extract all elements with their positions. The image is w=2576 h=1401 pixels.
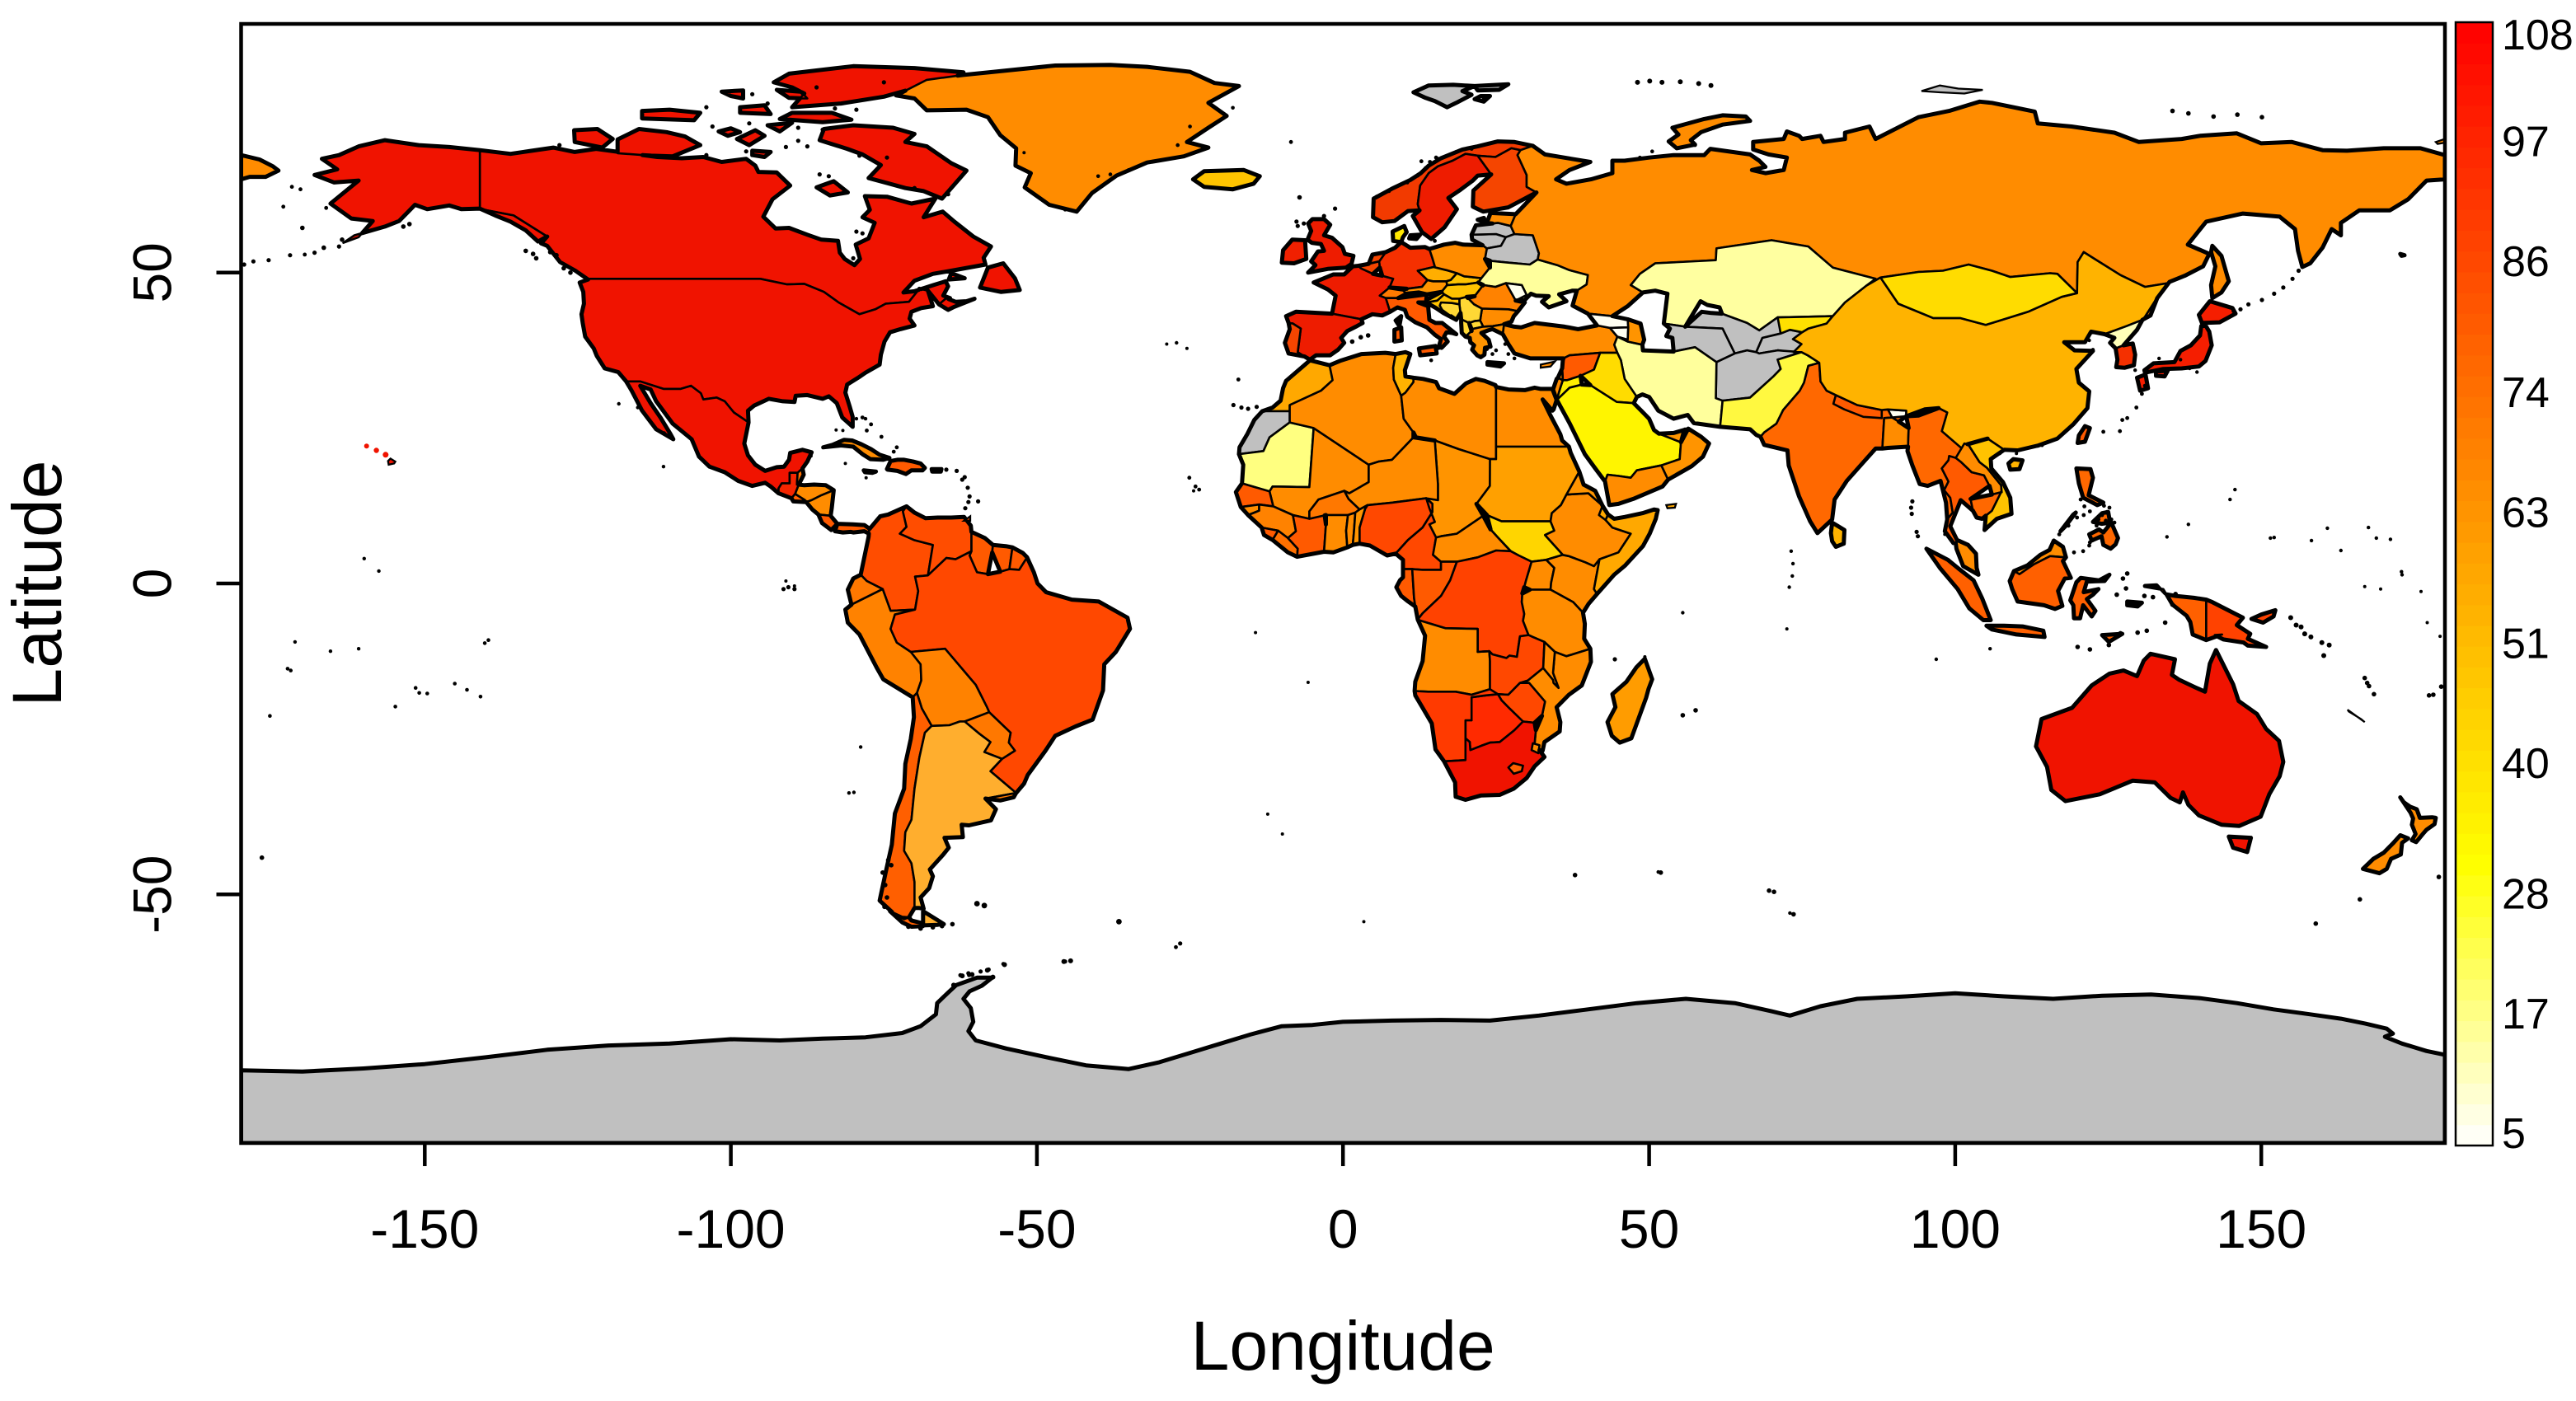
svg-text:51: 51 (2502, 620, 2550, 668)
svg-text:74: 74 (2502, 369, 2550, 417)
svg-text:100: 100 (1910, 1198, 2001, 1259)
svg-text:28: 28 (2502, 871, 2550, 919)
svg-text:0: 0 (1328, 1198, 1358, 1259)
svg-text:86: 86 (2502, 238, 2550, 286)
svg-text:150: 150 (2216, 1198, 2306, 1259)
svg-text:Latitude: Latitude (0, 461, 76, 707)
svg-text:-50: -50 (997, 1198, 1076, 1259)
svg-text:17: 17 (2502, 991, 2550, 1038)
svg-text:0: 0 (122, 569, 183, 599)
svg-text:108: 108 (2502, 12, 2574, 59)
svg-text:97: 97 (2502, 119, 2550, 166)
svg-text:50: 50 (122, 242, 183, 302)
svg-text:40: 40 (2502, 740, 2550, 788)
svg-text:-50: -50 (122, 855, 183, 934)
svg-text:50: 50 (1619, 1198, 1679, 1259)
svg-text:Longitude: Longitude (1191, 1307, 1495, 1385)
svg-text:-100: -100 (677, 1198, 786, 1259)
svg-text:-150: -150 (370, 1198, 479, 1259)
svg-text:5: 5 (2502, 1110, 2526, 1158)
svg-text:63: 63 (2502, 490, 2550, 537)
